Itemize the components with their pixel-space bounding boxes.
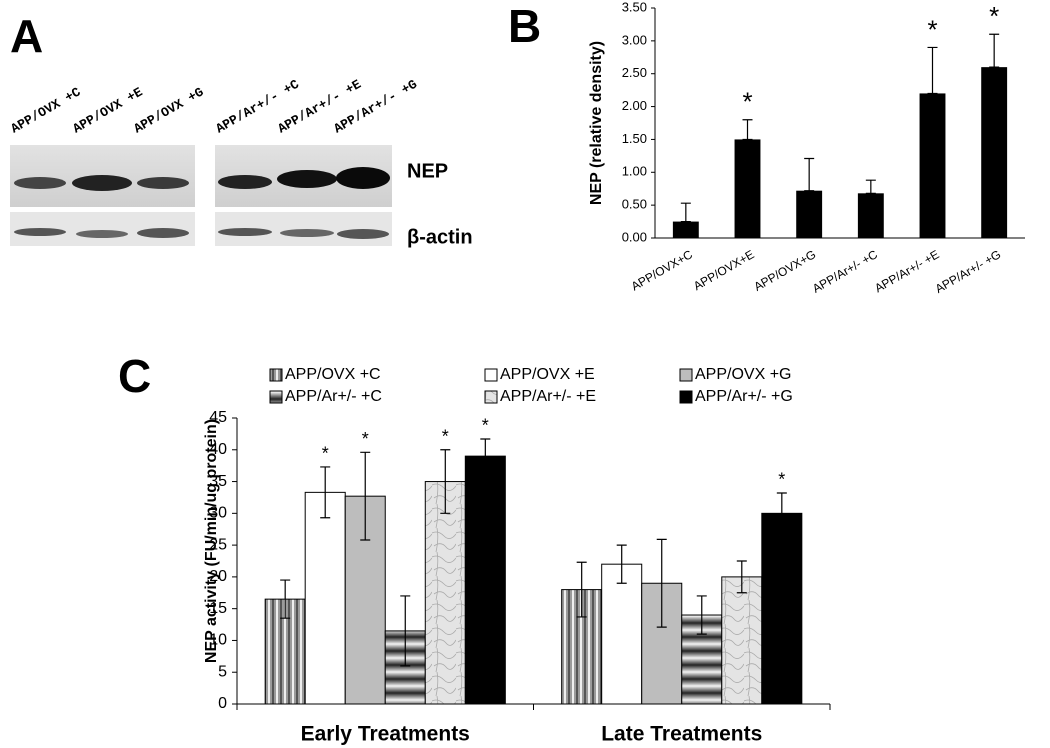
legend-swatch <box>679 368 693 382</box>
y-tick-label: 0 <box>218 695 227 712</box>
error-bar <box>696 595 707 635</box>
significance-marker: * <box>778 470 785 490</box>
error-bar <box>576 561 587 618</box>
y-axis-label: NEP (relative density) <box>588 41 605 205</box>
panel-label: C <box>118 350 151 402</box>
bar <box>761 512 803 705</box>
y-tick-label: 25 <box>209 536 227 553</box>
y-tick-label: 30 <box>209 505 227 522</box>
y-tick-label: 1.00 <box>622 164 647 179</box>
error-bar <box>927 46 938 95</box>
band-label: NEP <box>407 160 448 182</box>
bar <box>424 481 466 705</box>
legend-label: APP/OVX +G <box>695 366 791 383</box>
blot <box>10 145 392 246</box>
legend-swatch <box>484 390 498 404</box>
bar <box>734 139 761 238</box>
panel-label: B <box>508 0 541 52</box>
error-bar <box>440 449 451 514</box>
bar <box>796 190 823 238</box>
significance-marker: * <box>927 14 937 44</box>
legend-swatch <box>269 390 283 404</box>
significance-marker: * <box>442 427 449 447</box>
y-tick-label: 0.00 <box>622 229 647 244</box>
significance-marker: * <box>482 416 489 436</box>
y-tick-label: 1.50 <box>622 131 647 146</box>
y-tick-label: 15 <box>209 600 227 617</box>
significance-marker: * <box>362 429 369 449</box>
y-tick-label: 2.00 <box>622 98 647 113</box>
error-bar <box>280 579 291 619</box>
error-bar <box>865 179 876 194</box>
y-tick-label: 2.50 <box>622 65 647 80</box>
legend-label: APP/Ar+/- +E <box>500 388 596 405</box>
x-tick-label: Early Treatments <box>301 723 470 746</box>
y-tick-label: 3.50 <box>622 0 647 14</box>
y-tick-label: 3.00 <box>622 32 647 47</box>
legend-label: APP/Ar+/- +C <box>285 388 382 405</box>
x-tick-label: APP/OVX+E <box>691 247 757 293</box>
significance-marker: * <box>322 444 329 464</box>
y-tick-label: 10 <box>209 632 227 649</box>
x-tick-label: APP/OVX+G <box>751 247 818 294</box>
x-tick-label: APP/Ar+/- +E <box>872 247 941 295</box>
error-bar <box>736 560 747 594</box>
x-tick-label: APP/Ar+/- +G <box>933 247 1004 296</box>
bar <box>672 221 699 238</box>
error-bar <box>656 538 667 628</box>
legend-label: APP/OVX +C <box>285 366 381 383</box>
bar <box>857 193 884 238</box>
legend-label: APP/OVX +E <box>500 366 595 383</box>
bar <box>721 576 763 705</box>
bar <box>919 93 946 238</box>
x-tick-label: APP/Ar+/- +C <box>810 247 880 296</box>
significance-marker: * <box>742 87 752 117</box>
y-tick-label: 20 <box>209 568 227 585</box>
error-bar <box>989 33 1000 68</box>
error-bar <box>400 595 411 667</box>
y-tick-label: 35 <box>209 473 227 490</box>
bar <box>601 563 643 705</box>
bar <box>464 455 506 705</box>
x-tick-label: APP/OVX+C <box>629 247 695 293</box>
error-bar <box>776 492 787 535</box>
y-tick-label: 40 <box>209 441 227 458</box>
error-bar <box>360 451 371 541</box>
legend-swatch <box>679 390 693 404</box>
lane-label: APP/OVX +G <box>131 84 206 136</box>
error-bar <box>320 466 331 519</box>
panel-label: A <box>10 10 43 62</box>
error-bar <box>742 119 753 141</box>
error-bar <box>616 544 627 584</box>
x-tick-label: Late Treatments <box>601 723 762 746</box>
error-bar <box>680 202 691 223</box>
y-tick-label: 45 <box>209 409 227 426</box>
bar <box>304 491 346 705</box>
legend-swatch <box>484 368 498 382</box>
y-tick-label: 0.50 <box>622 197 647 212</box>
error-bar <box>480 438 491 474</box>
error-bar <box>804 157 815 192</box>
bar <box>981 67 1008 239</box>
y-axis-label: NEP activity (FU/min/ug protein) <box>203 419 220 663</box>
y-tick-label: 5 <box>218 663 227 680</box>
significance-marker: * <box>989 1 999 31</box>
legend-label: APP/Ar+/- +G <box>695 388 793 405</box>
band-label: β-actin <box>407 226 473 248</box>
legend-swatch <box>269 368 283 382</box>
